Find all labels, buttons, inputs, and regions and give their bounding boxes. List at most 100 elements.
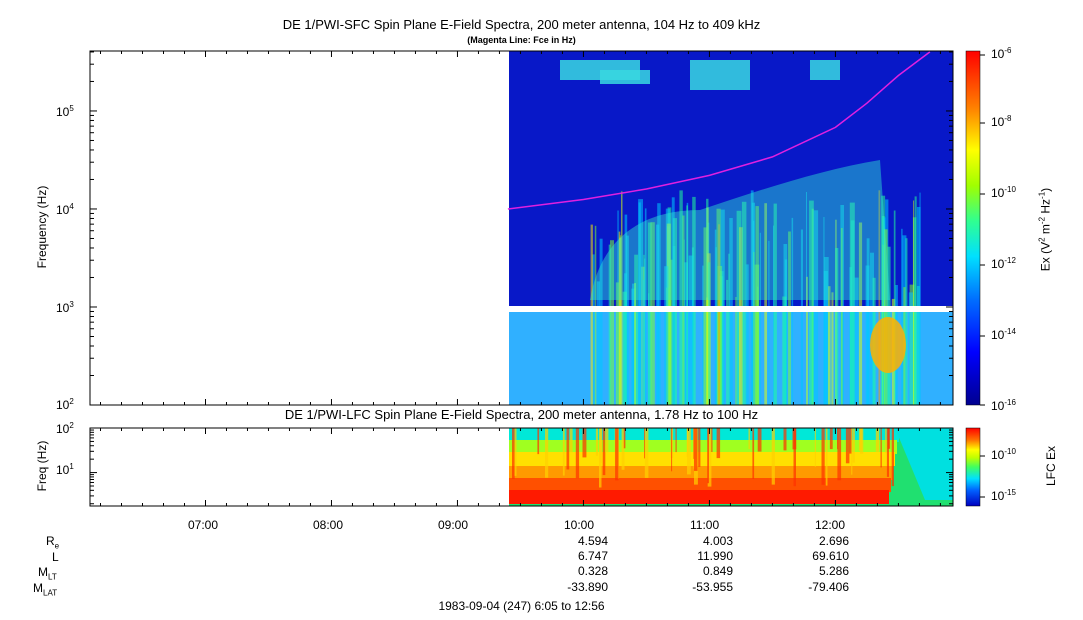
lfc-burst bbox=[599, 428, 602, 488]
emission-burst bbox=[883, 229, 888, 405]
lfc-burst bbox=[605, 428, 609, 453]
top-ytick-1e2: 102 bbox=[56, 397, 74, 412]
top-ytick-1e3: 103 bbox=[56, 300, 74, 315]
lfc-burst bbox=[757, 428, 762, 452]
xtick-1200: 12:00 bbox=[815, 518, 846, 532]
lfc-burst bbox=[575, 428, 580, 479]
top-cbar-tick-5: 10-14 bbox=[991, 327, 1016, 342]
emission-burst bbox=[692, 196, 696, 405]
lfc-burst bbox=[562, 428, 565, 476]
emission-burst bbox=[657, 203, 661, 405]
lfc-burst bbox=[771, 428, 775, 485]
bottom-chart-title: DE 1/PWI-LFC Spin Plane E-Field Spectra,… bbox=[284, 407, 759, 422]
lfc-burst bbox=[851, 428, 853, 475]
top-colorbar-ticks bbox=[980, 54, 985, 406]
emission-burst bbox=[768, 240, 770, 405]
emission-burst bbox=[638, 199, 643, 405]
xtick-0900: 09:00 bbox=[438, 518, 469, 532]
emission-burst bbox=[865, 265, 870, 405]
emission-burst bbox=[878, 190, 881, 405]
emission-burst bbox=[788, 231, 791, 405]
top-ytick-1e5: 105 bbox=[56, 104, 74, 119]
ephem-re-1000: 4.594 bbox=[577, 534, 608, 548]
ephem-label-mlt: MLT bbox=[38, 565, 57, 582]
lfc-burst bbox=[566, 428, 570, 470]
emission-cloud bbox=[590, 160, 890, 300]
lfc-burst bbox=[675, 428, 677, 453]
emission-patch bbox=[810, 60, 840, 80]
emission-burst bbox=[750, 190, 754, 405]
emission-burst bbox=[610, 240, 614, 405]
emission-burst bbox=[849, 202, 855, 405]
ephem-mlt-1200: 5.286 bbox=[818, 564, 849, 578]
emission-patch bbox=[690, 60, 750, 90]
lfc-burst bbox=[615, 428, 619, 481]
lfc-burst bbox=[514, 428, 517, 476]
emission-burst bbox=[782, 296, 787, 405]
bottom-ytick-1e2: 102 bbox=[56, 421, 74, 436]
lfc-burst bbox=[752, 428, 755, 479]
lfc-burst bbox=[687, 428, 691, 475]
top-cbar-tick-4: 10-12 bbox=[991, 256, 1016, 271]
ephem-mlt-1000: 0.328 bbox=[577, 564, 608, 578]
emission-burst bbox=[759, 232, 761, 405]
lfc-burst bbox=[545, 428, 549, 478]
emission-burst bbox=[599, 238, 603, 405]
top-ytick-1e4: 104 bbox=[56, 202, 74, 217]
emission-burst bbox=[755, 206, 759, 405]
lfc-burst bbox=[595, 428, 598, 456]
emission-burst bbox=[669, 259, 674, 405]
lfc-band bbox=[509, 478, 891, 492]
top-chart-subtitle: (Magenta Line: Fce in Hz) bbox=[467, 35, 576, 45]
lfc-burst bbox=[860, 428, 864, 454]
ephem-mlt-1100: 0.849 bbox=[702, 564, 733, 578]
emission-burst bbox=[622, 291, 627, 405]
ephem-label-re: Re bbox=[46, 534, 60, 551]
emission-burst bbox=[619, 237, 622, 405]
ephem-mlat-1200: -79.406 bbox=[808, 580, 849, 594]
emission-burst bbox=[688, 255, 694, 405]
emission-burst bbox=[741, 201, 747, 405]
lfc-burst bbox=[569, 428, 573, 453]
lfc-burst bbox=[885, 428, 887, 453]
ephem-l-1200: 69.610 bbox=[812, 549, 849, 563]
lfc-burst bbox=[845, 428, 850, 464]
emission-burst bbox=[728, 253, 730, 405]
emission-burst bbox=[806, 276, 808, 405]
ephem-mlat-1000: -33.890 bbox=[567, 580, 608, 594]
emission-burst bbox=[823, 271, 828, 405]
emission-burst bbox=[594, 225, 597, 405]
emission-burst bbox=[650, 222, 655, 405]
emission-burst bbox=[702, 265, 704, 405]
lfc-burst bbox=[821, 428, 825, 485]
xtick-1100: 11:00 bbox=[690, 518, 720, 532]
lfc-burst bbox=[537, 428, 540, 455]
lfc-burst bbox=[602, 428, 606, 476]
lfc-burst bbox=[582, 428, 587, 458]
emission-burst bbox=[634, 254, 639, 405]
top-cbar-tick-1: 10-6 bbox=[991, 46, 1012, 61]
lfc-burst bbox=[875, 428, 880, 452]
emission-burst bbox=[800, 229, 803, 405]
emission-burst bbox=[908, 292, 913, 405]
xtick-0700: 07:00 bbox=[188, 518, 219, 532]
emission-burst bbox=[831, 292, 834, 405]
top-chart-title: DE 1/PWI-SFC Spin Plane E-Field Spectra,… bbox=[282, 17, 761, 32]
emission-burst bbox=[621, 191, 623, 405]
top-spectrogram bbox=[507, 51, 953, 405]
lfc-burst bbox=[793, 428, 796, 487]
bottom-spectrogram bbox=[509, 428, 953, 506]
ephem-label-mlat: MLAT bbox=[33, 581, 58, 598]
emission-burst bbox=[679, 190, 683, 405]
emission-burst bbox=[647, 222, 652, 405]
top-plot-frame bbox=[89, 50, 954, 406]
emission-burst bbox=[714, 229, 717, 405]
lfc-burst bbox=[707, 428, 709, 484]
lfc-burst bbox=[698, 428, 701, 467]
top-colorbar bbox=[965, 50, 981, 406]
lfc-burst bbox=[829, 428, 833, 450]
lfc-burst bbox=[891, 428, 894, 487]
ephem-l-1100: 11.990 bbox=[697, 549, 733, 563]
lfc-band bbox=[509, 490, 889, 504]
